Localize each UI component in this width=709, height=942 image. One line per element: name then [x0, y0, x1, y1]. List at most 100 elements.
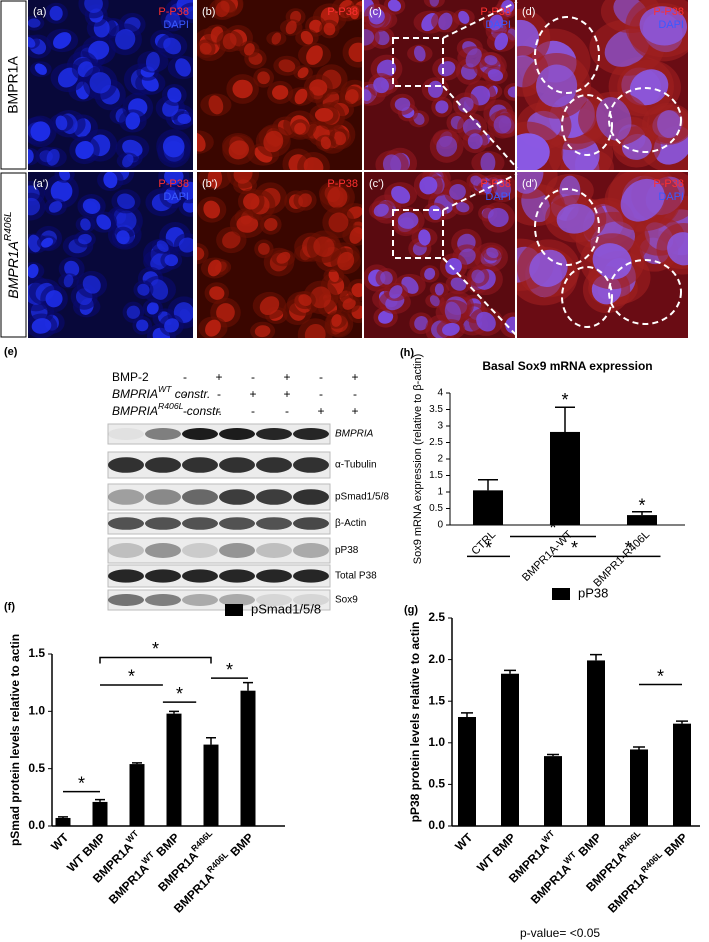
cell-nucleus	[348, 42, 362, 63]
y-tick-label: 0.5	[28, 761, 45, 775]
cell-nucleus	[272, 85, 289, 100]
chart-title: Basal Sox9 mRNA expression	[482, 359, 652, 373]
cell-nucleus	[429, 295, 440, 307]
blot-band	[108, 569, 144, 583]
cell-nucleus	[306, 45, 323, 65]
significance-star: *	[152, 639, 159, 659]
zoom-line	[442, 257, 518, 337]
cell-nucleus	[596, 97, 632, 141]
cell-nucleus	[320, 136, 332, 150]
outline	[534, 188, 600, 266]
cell-nucleus	[82, 275, 101, 294]
cell-nucleus	[31, 318, 52, 334]
stain-label: P-P38	[158, 178, 189, 190]
condition-label: BMPRIAR406L constr.	[112, 401, 222, 418]
cell-nucleus	[199, 42, 212, 55]
cell-nucleus	[28, 197, 41, 216]
cell-nucleus	[30, 121, 51, 142]
cell-nucleus	[314, 108, 334, 122]
stain-label: DAPI	[163, 191, 189, 203]
y-tick-label: 0.5	[428, 777, 445, 791]
cell-nucleus	[378, 310, 394, 324]
blot-band	[256, 594, 292, 606]
cell-nucleus	[456, 202, 470, 213]
error-bar	[676, 720, 688, 724]
cell-nucleus	[258, 242, 270, 255]
error-bar	[547, 753, 559, 757]
significance-star: *	[485, 538, 492, 558]
stain-label: DAPI	[658, 19, 684, 31]
outline	[608, 87, 682, 153]
cell-nucleus	[487, 69, 504, 82]
cell-nucleus	[470, 175, 483, 186]
panel-letter: (d')	[522, 178, 538, 190]
cell-nucleus	[276, 251, 291, 264]
significance-star: *	[549, 518, 556, 538]
error-bar	[169, 710, 179, 714]
cell-nucleus	[163, 37, 182, 55]
band-label: β-Actin	[335, 518, 366, 529]
cell-nucleus	[167, 87, 182, 103]
cell-nucleus	[207, 259, 222, 277]
outline	[534, 16, 600, 94]
cell-nucleus	[391, 186, 411, 204]
cell-nucleus	[177, 113, 192, 125]
cell-nucleus	[373, 77, 389, 94]
cell-nucleus	[164, 172, 184, 186]
micrograph	[517, 0, 688, 170]
condition-sign: +	[283, 370, 290, 384]
cell-nucleus	[257, 71, 270, 85]
micrograph	[28, 172, 193, 338]
cell-nucleus	[394, 97, 411, 111]
cell-nucleus	[50, 180, 73, 202]
cell-nucleus	[313, 236, 335, 258]
cell-nucleus	[164, 254, 179, 267]
condition-sign: -	[217, 387, 221, 401]
cell-nucleus	[450, 277, 467, 291]
cell-nucleus	[197, 132, 206, 152]
y-tick-label: 2.5	[429, 437, 443, 448]
cell-nucleus	[380, 271, 393, 285]
blot-band	[182, 517, 218, 530]
significance-star: *	[625, 538, 632, 558]
cell-nucleus	[517, 133, 550, 170]
y-tick-label: 1.0	[428, 735, 445, 749]
condition-sign: +	[351, 404, 358, 418]
cell-nucleus	[657, 110, 682, 139]
y-tick-label: 2.5	[428, 610, 445, 624]
blot-band	[182, 457, 218, 473]
cell-nucleus	[125, 112, 141, 130]
cell-nucleus	[309, 19, 323, 33]
zoom-box	[392, 209, 444, 259]
cell-nucleus	[278, 59, 296, 73]
y-tick-label: 4	[437, 388, 443, 399]
cell-nucleus	[298, 294, 312, 306]
y-tick-label: 1.5	[28, 646, 45, 660]
blot-band	[145, 428, 181, 440]
cell-nucleus	[28, 18, 41, 28]
condition-sign: -	[319, 370, 323, 384]
bar	[55, 817, 71, 826]
cell-nucleus	[424, 267, 436, 280]
cell-nucleus	[243, 193, 260, 210]
cell-nucleus	[115, 29, 136, 50]
band-label: pSmad1/5/8	[335, 492, 389, 503]
blot-band	[182, 428, 218, 440]
cell-nucleus	[529, 249, 568, 287]
significance-star: *	[571, 538, 578, 558]
y-tick-label: 2.0	[428, 652, 445, 666]
row-label-box	[0, 172, 27, 338]
cell-nucleus	[285, 20, 297, 35]
cell-nucleus	[428, 205, 442, 221]
cell-nucleus	[471, 269, 485, 284]
blot-band	[256, 543, 292, 558]
cell-nucleus	[96, 214, 112, 230]
significance-star: *	[638, 496, 645, 516]
cell-nucleus	[243, 43, 255, 56]
cell-nucleus	[364, 89, 372, 102]
cell-nucleus	[389, 285, 403, 299]
y-axis-label: Sox9 mRNA expression (relative to β-acti…	[412, 354, 424, 565]
cell-nucleus	[28, 149, 34, 164]
cell-nucleus	[34, 63, 47, 75]
row-label: BMPR1AR406L	[3, 211, 21, 298]
